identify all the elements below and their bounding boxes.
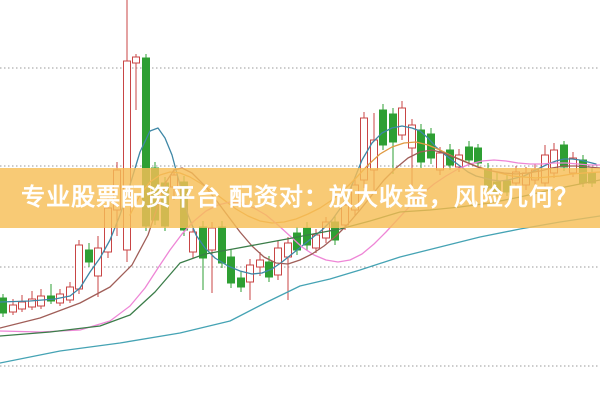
promo-banner[interactable]: 专业股票配资平台 配资对：放大收益，风险几何？ (0, 168, 600, 228)
banner-text: 专业股票配资平台 配资对：放大收益，风险几何？ (21, 184, 579, 211)
